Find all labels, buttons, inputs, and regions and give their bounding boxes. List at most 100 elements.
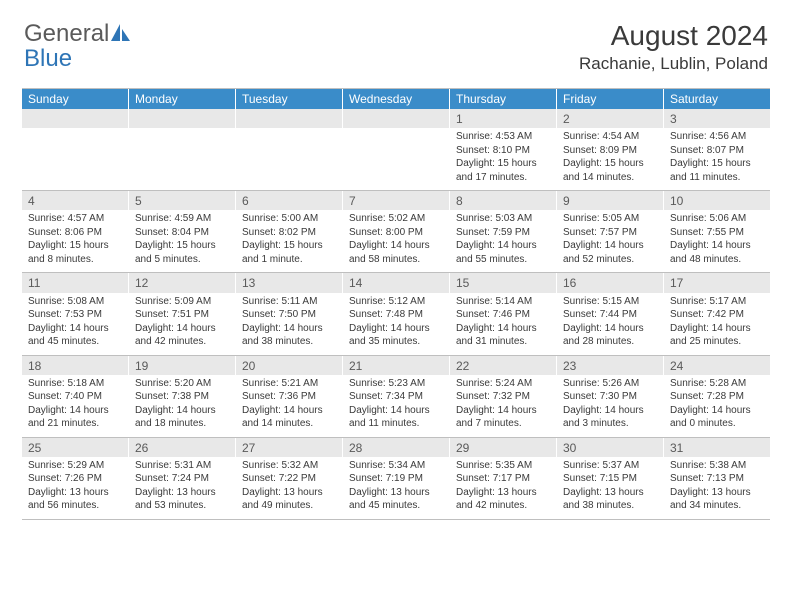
day-cell: 7Sunrise: 5:02 AMSunset: 8:00 PMDaylight… bbox=[343, 191, 450, 272]
day-body: Sunrise: 5:35 AMSunset: 7:17 PMDaylight:… bbox=[450, 457, 556, 519]
day-body: Sunrise: 5:28 AMSunset: 7:28 PMDaylight:… bbox=[664, 375, 770, 437]
weekday-header: Tuesday bbox=[236, 89, 343, 109]
sunset: Sunset: 7:30 PM bbox=[563, 390, 657, 404]
logo-text-general: General bbox=[24, 20, 109, 47]
day-number: 9 bbox=[557, 191, 663, 210]
sunset: Sunset: 7:57 PM bbox=[563, 226, 657, 240]
sunrise: Sunrise: 5:15 AM bbox=[563, 295, 657, 309]
day-cell: 24Sunrise: 5:28 AMSunset: 7:28 PMDayligh… bbox=[664, 356, 770, 437]
day-number-empty bbox=[236, 109, 342, 128]
sunset: Sunset: 7:40 PM bbox=[28, 390, 122, 404]
sunrise: Sunrise: 5:31 AM bbox=[135, 459, 229, 473]
sunrise: Sunrise: 5:38 AM bbox=[670, 459, 764, 473]
sunrise: Sunrise: 4:57 AM bbox=[28, 212, 122, 226]
sunset: Sunset: 7:22 PM bbox=[242, 472, 336, 486]
sunrise: Sunrise: 4:59 AM bbox=[135, 212, 229, 226]
day-cell: 2Sunrise: 4:54 AMSunset: 8:09 PMDaylight… bbox=[557, 109, 664, 190]
sunrise: Sunrise: 5:08 AM bbox=[28, 295, 122, 309]
daylight: Daylight: 15 hours and 8 minutes. bbox=[28, 239, 122, 266]
day-cell: 19Sunrise: 5:20 AMSunset: 7:38 PMDayligh… bbox=[129, 356, 236, 437]
daylight: Daylight: 14 hours and 28 minutes. bbox=[563, 322, 657, 349]
day-number-empty bbox=[129, 109, 235, 128]
sunset: Sunset: 7:50 PM bbox=[242, 308, 336, 322]
day-body: Sunrise: 4:56 AMSunset: 8:07 PMDaylight:… bbox=[664, 128, 770, 190]
logo-sail-icon bbox=[111, 21, 131, 49]
sunset: Sunset: 8:06 PM bbox=[28, 226, 122, 240]
day-cell: 6Sunrise: 5:00 AMSunset: 8:02 PMDaylight… bbox=[236, 191, 343, 272]
day-number: 29 bbox=[450, 438, 556, 457]
sunset: Sunset: 8:04 PM bbox=[135, 226, 229, 240]
day-number: 13 bbox=[236, 273, 342, 292]
sunrise: Sunrise: 5:12 AM bbox=[349, 295, 443, 309]
sunset: Sunset: 7:36 PM bbox=[242, 390, 336, 404]
day-cell: 8Sunrise: 5:03 AMSunset: 7:59 PMDaylight… bbox=[450, 191, 557, 272]
day-cell: 11Sunrise: 5:08 AMSunset: 7:53 PMDayligh… bbox=[22, 273, 129, 354]
day-body: Sunrise: 5:34 AMSunset: 7:19 PMDaylight:… bbox=[343, 457, 449, 519]
day-body: Sunrise: 5:26 AMSunset: 7:30 PMDaylight:… bbox=[557, 375, 663, 437]
sunrise: Sunrise: 5:09 AM bbox=[135, 295, 229, 309]
day-number: 2 bbox=[557, 109, 663, 128]
day-body: Sunrise: 5:37 AMSunset: 7:15 PMDaylight:… bbox=[557, 457, 663, 519]
day-body: Sunrise: 5:09 AMSunset: 7:51 PMDaylight:… bbox=[129, 293, 235, 355]
daylight: Daylight: 14 hours and 35 minutes. bbox=[349, 322, 443, 349]
sunrise: Sunrise: 5:37 AM bbox=[563, 459, 657, 473]
day-cell: 21Sunrise: 5:23 AMSunset: 7:34 PMDayligh… bbox=[343, 356, 450, 437]
daylight: Daylight: 13 hours and 38 minutes. bbox=[563, 486, 657, 513]
header: GeneralBlue August 2024 Rachanie, Lublin… bbox=[0, 0, 792, 82]
day-body: Sunrise: 5:23 AMSunset: 7:34 PMDaylight:… bbox=[343, 375, 449, 437]
day-cell: 13Sunrise: 5:11 AMSunset: 7:50 PMDayligh… bbox=[236, 273, 343, 354]
day-body: Sunrise: 5:17 AMSunset: 7:42 PMDaylight:… bbox=[664, 293, 770, 355]
daylight: Daylight: 15 hours and 1 minute. bbox=[242, 239, 336, 266]
day-body: Sunrise: 5:00 AMSunset: 8:02 PMDaylight:… bbox=[236, 210, 342, 272]
daylight: Daylight: 14 hours and 7 minutes. bbox=[456, 404, 550, 431]
day-body: Sunrise: 5:06 AMSunset: 7:55 PMDaylight:… bbox=[664, 210, 770, 272]
day-body: Sunrise: 5:08 AMSunset: 7:53 PMDaylight:… bbox=[22, 293, 128, 355]
sunrise: Sunrise: 5:18 AM bbox=[28, 377, 122, 391]
day-cell: 27Sunrise: 5:32 AMSunset: 7:22 PMDayligh… bbox=[236, 438, 343, 519]
logo-text-blue: Blue bbox=[24, 45, 134, 73]
day-number: 11 bbox=[22, 273, 128, 292]
day-cell: 28Sunrise: 5:34 AMSunset: 7:19 PMDayligh… bbox=[343, 438, 450, 519]
day-number: 24 bbox=[664, 356, 770, 375]
weekday-header: Thursday bbox=[450, 89, 557, 109]
day-body: Sunrise: 4:54 AMSunset: 8:09 PMDaylight:… bbox=[557, 128, 663, 190]
day-body: Sunrise: 5:18 AMSunset: 7:40 PMDaylight:… bbox=[22, 375, 128, 437]
day-body: Sunrise: 5:15 AMSunset: 7:44 PMDaylight:… bbox=[557, 293, 663, 355]
daylight: Daylight: 14 hours and 48 minutes. bbox=[670, 239, 764, 266]
daylight: Daylight: 15 hours and 17 minutes. bbox=[456, 157, 550, 184]
day-body: Sunrise: 4:59 AMSunset: 8:04 PMDaylight:… bbox=[129, 210, 235, 272]
day-number: 1 bbox=[450, 109, 556, 128]
day-number: 20 bbox=[236, 356, 342, 375]
day-number: 25 bbox=[22, 438, 128, 457]
day-number: 14 bbox=[343, 273, 449, 292]
day-cell: 30Sunrise: 5:37 AMSunset: 7:15 PMDayligh… bbox=[557, 438, 664, 519]
daylight: Daylight: 14 hours and 21 minutes. bbox=[28, 404, 122, 431]
sunrise: Sunrise: 5:34 AM bbox=[349, 459, 443, 473]
weeks-container: 1Sunrise: 4:53 AMSunset: 8:10 PMDaylight… bbox=[22, 109, 770, 520]
daylight: Daylight: 14 hours and 0 minutes. bbox=[670, 404, 764, 431]
day-body: Sunrise: 5:05 AMSunset: 7:57 PMDaylight:… bbox=[557, 210, 663, 272]
sunset: Sunset: 7:42 PM bbox=[670, 308, 764, 322]
sunset: Sunset: 7:28 PM bbox=[670, 390, 764, 404]
weekday-header: Sunday bbox=[22, 89, 129, 109]
day-number: 10 bbox=[664, 191, 770, 210]
day-number: 17 bbox=[664, 273, 770, 292]
sunset: Sunset: 7:15 PM bbox=[563, 472, 657, 486]
sunrise: Sunrise: 5:02 AM bbox=[349, 212, 443, 226]
daylight: Daylight: 14 hours and 55 minutes. bbox=[456, 239, 550, 266]
sunrise: Sunrise: 5:21 AM bbox=[242, 377, 336, 391]
sunrise: Sunrise: 5:00 AM bbox=[242, 212, 336, 226]
day-cell: 9Sunrise: 5:05 AMSunset: 7:57 PMDaylight… bbox=[557, 191, 664, 272]
sunset: Sunset: 8:09 PM bbox=[563, 144, 657, 158]
day-cell: 16Sunrise: 5:15 AMSunset: 7:44 PMDayligh… bbox=[557, 273, 664, 354]
sunset: Sunset: 7:24 PM bbox=[135, 472, 229, 486]
daylight: Daylight: 14 hours and 3 minutes. bbox=[563, 404, 657, 431]
day-cell: 20Sunrise: 5:21 AMSunset: 7:36 PMDayligh… bbox=[236, 356, 343, 437]
day-number: 30 bbox=[557, 438, 663, 457]
daylight: Daylight: 14 hours and 58 minutes. bbox=[349, 239, 443, 266]
daylight: Daylight: 15 hours and 14 minutes. bbox=[563, 157, 657, 184]
sunset: Sunset: 8:00 PM bbox=[349, 226, 443, 240]
calendar: SundayMondayTuesdayWednesdayThursdayFrid… bbox=[22, 88, 770, 520]
day-cell: 5Sunrise: 4:59 AMSunset: 8:04 PMDaylight… bbox=[129, 191, 236, 272]
day-cell: 4Sunrise: 4:57 AMSunset: 8:06 PMDaylight… bbox=[22, 191, 129, 272]
